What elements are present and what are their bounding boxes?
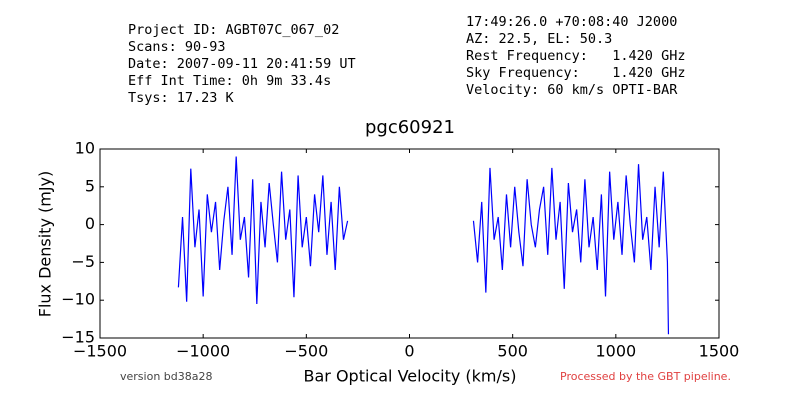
x-tick-label: −500 [284,342,328,361]
x-axis-label: Bar Optical Velocity (km/s) [304,367,517,386]
x-tick-label: −1500 [73,342,127,361]
y-tick-label: −15 [61,328,95,347]
header-line: Project ID: AGBT07C_067_02 [128,22,339,38]
x-tick-label: 1000 [595,342,636,361]
y-tick-label: 5 [85,176,95,195]
y-tick-label: 0 [85,214,95,233]
header-line: Scans: 90-93 [128,39,226,55]
y-tick-label: 10 [75,139,95,158]
y-axis-label: Flux Density (mJy) [36,171,55,318]
pipeline-note: Processed by the GBT pipeline. [560,370,731,383]
header-line: Velocity: 60 km/s OPTI-BAR [466,82,678,98]
chart-title: pgc60921 [365,117,455,138]
header-line: Eff Int Time: 0h 9m 33.4s [128,73,331,89]
header-line: Sky Frequency: 1.420 GHz [466,65,685,81]
version-note: version bd38a28 [120,370,213,383]
y-tick-label: −10 [61,290,95,309]
x-tick-label: −1000 [176,342,230,361]
spectrum-line [177,156,670,335]
x-tick-label: 500 [497,342,528,361]
x-tick-label: 0 [404,342,414,361]
header-line: Tsys: 17.23 K [128,90,235,106]
header-line: 17:49:26.0 +70:08:40 J2000 [466,14,677,30]
header-line: AZ: 22.5, EL: 50.3 [466,31,612,47]
y-tick-label: −5 [71,252,95,271]
header-line: Date: 2007-09-11 20:41:59 UT [128,56,356,72]
x-tick-label: 1500 [699,342,740,361]
header-line: Rest Frequency: 1.420 GHz [466,48,685,64]
